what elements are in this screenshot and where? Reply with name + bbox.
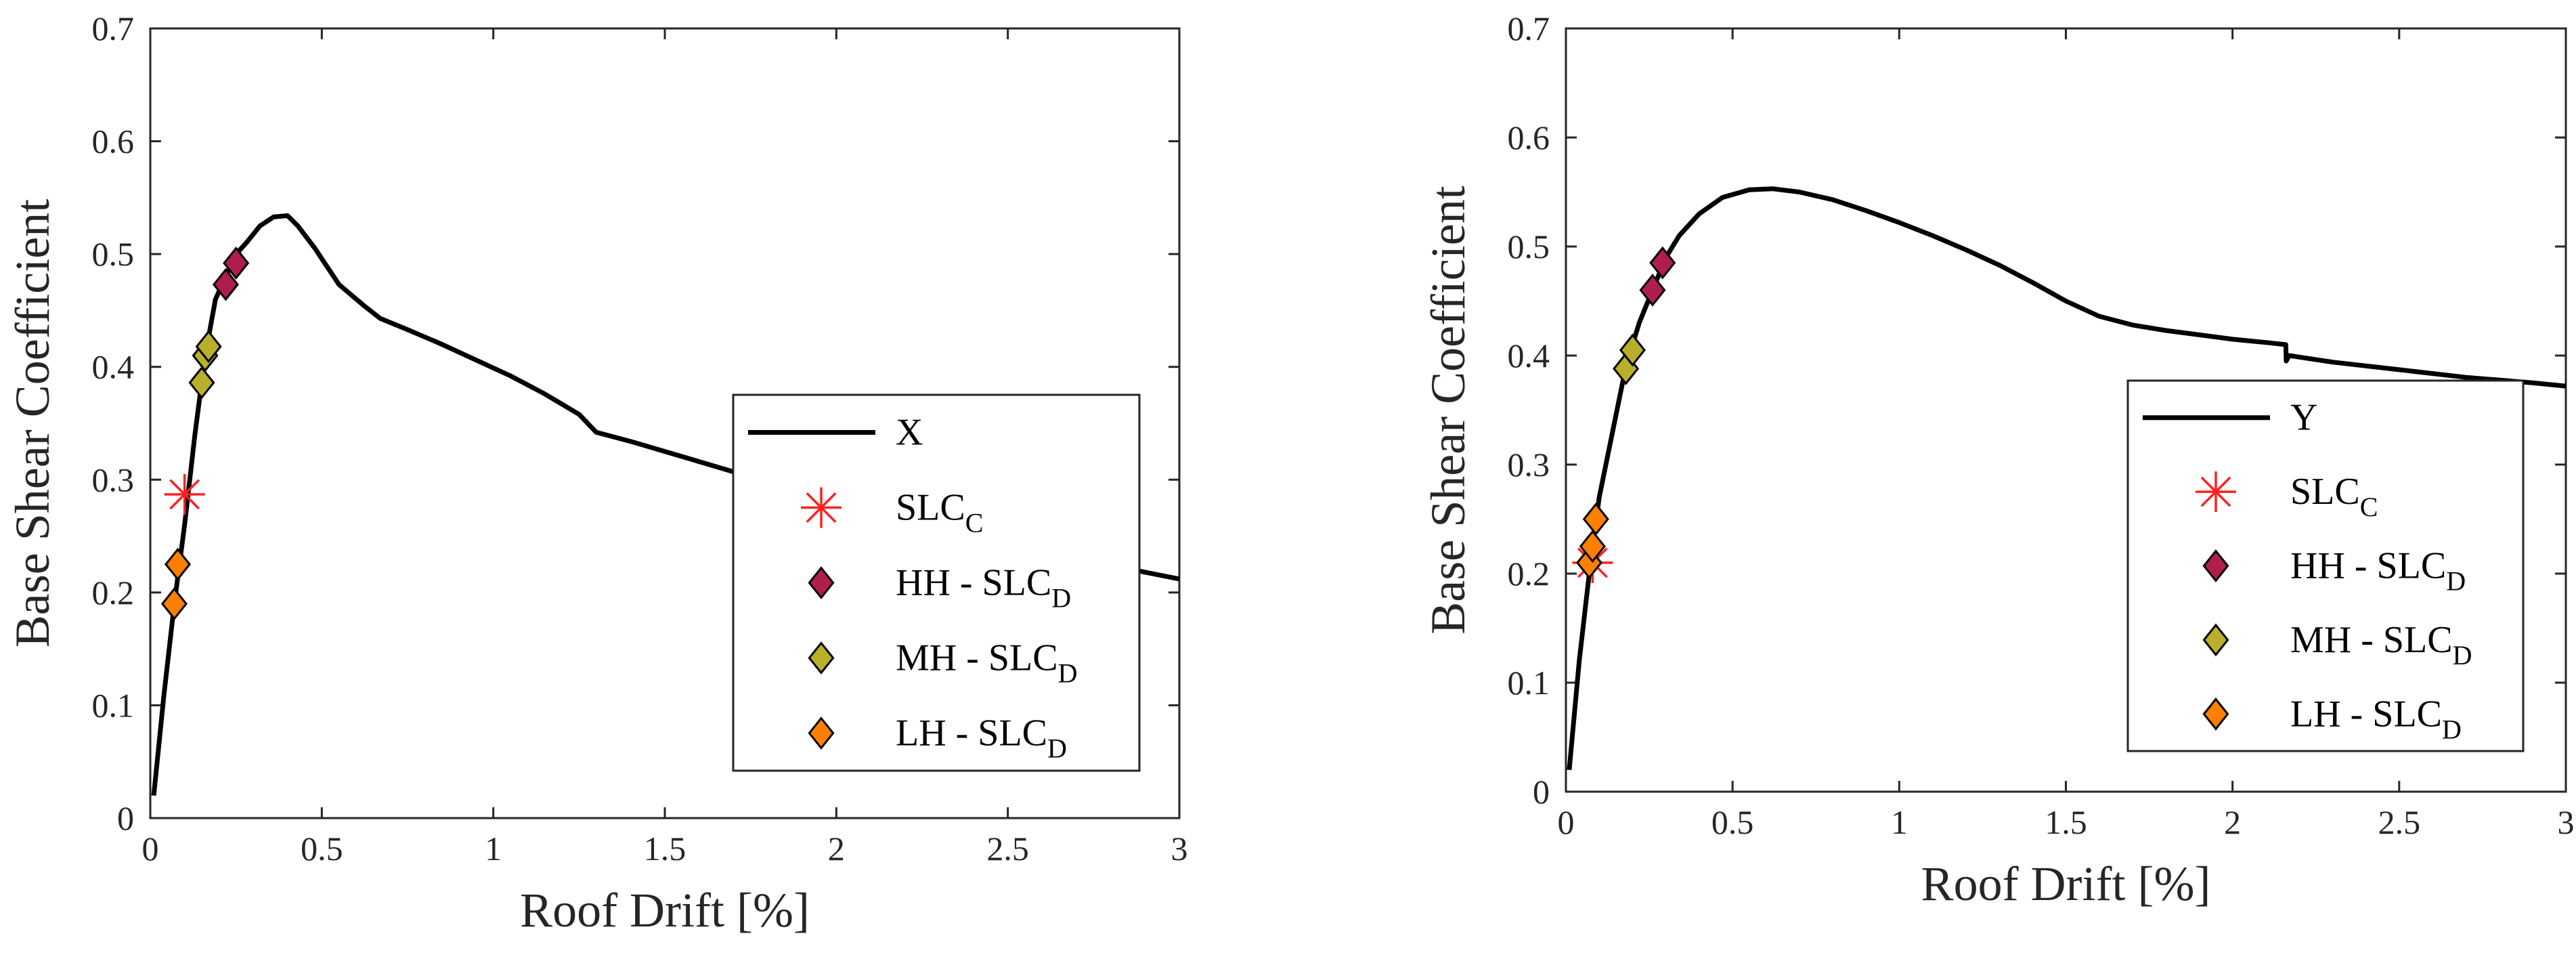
mh-marker (188, 366, 215, 400)
series-line-Y (1567, 186, 2566, 771)
y-axis-label: Base Shear Coefficient (1421, 186, 1475, 634)
legend-label-hh: HH - SLCD (896, 562, 1071, 614)
legend-slcc-swatch (801, 487, 842, 528)
y-tick-label: 0.6 (1508, 119, 1550, 156)
x-tick-label: 0 (1558, 803, 1575, 841)
legend-label-main: HH - SLC (896, 562, 1051, 604)
y-axis-label: Base Shear Coefficient (5, 199, 60, 647)
y-tick-label: 0.4 (1508, 337, 1550, 375)
legend-label-subscript: D (1047, 733, 1067, 764)
y-tick-label: 0.5 (1508, 228, 1550, 265)
y-tick-label: 0.7 (92, 9, 135, 47)
legend-label-subscript: C (2360, 492, 2378, 522)
legend-label-main: LH - SLC (2290, 693, 2442, 735)
legend-label-lh: LH - SLCD (896, 712, 1067, 764)
slcc-marker (164, 473, 205, 515)
y-tick-label: 0 (117, 799, 134, 837)
legend-slcc-swatch-stroke (2200, 476, 2231, 507)
y-tick-label: 0.6 (92, 123, 135, 161)
y-tick-label: 0 (1533, 773, 1550, 811)
data-layer (1567, 186, 2566, 771)
x-tick-label: 2 (828, 830, 845, 868)
chart-2: 0 0.5 1 1.5 2 2.5 3 0 0.1 0.2 0.3 0.4 0.5 0.6 0.7 Roof … (1421, 9, 2575, 911)
legend-label-main: LH - SLC (896, 712, 1047, 754)
slcc-marker-stroke (169, 479, 200, 510)
legend-label-subscript: D (1058, 658, 1078, 689)
legend-hh-swatch (2202, 549, 2229, 582)
mh-marker (1619, 333, 1646, 367)
x-tick-label: 1 (1891, 803, 1908, 841)
legend-label-curve: X (896, 412, 923, 454)
legend-lh-swatch (2202, 697, 2229, 731)
legend-label-main: SLC (2290, 471, 2360, 513)
hh-marker (223, 247, 250, 280)
x-tick-label: 3 (1171, 830, 1188, 868)
x-tick-label: 2.5 (986, 830, 1029, 868)
legend-lh-swatch (808, 717, 835, 750)
legend-mh-swatch (808, 641, 835, 675)
y-tick-label: 0.1 (92, 686, 135, 724)
y-tick-label: 0.7 (1508, 9, 1550, 47)
y-tick-label: 0.3 (1508, 446, 1550, 484)
legend-label-main: Y (2290, 397, 2317, 439)
lh-marker (165, 547, 192, 581)
legend-slcc-swatch-stroke (806, 492, 837, 523)
x-tick-label: 0.5 (301, 830, 343, 868)
x-tick-label: 0 (142, 830, 159, 868)
legend-label-mh: MH - SLCD (2290, 619, 2472, 670)
x-tick-label: 0.5 (1711, 803, 1754, 841)
legend-label-main: MH - SLC (2290, 619, 2453, 661)
legend-label-hh: HH - SLCD (2290, 545, 2466, 597)
x-axis-label: Roof Drift [%] (1921, 857, 2211, 911)
mh-marker (195, 330, 222, 364)
x-tick-label: 1.5 (644, 830, 686, 868)
legend-label-subscript: C (965, 508, 984, 538)
legend-label-subscript: D (1051, 583, 1071, 614)
lh-marker (160, 587, 188, 620)
y-tick-label: 0.3 (92, 461, 135, 498)
chart-1: 0 0.5 1 1.5 2 2.5 3 0 0.1 0.2 0.3 0.4 0.5 0.6 0.7 Roof … (5, 9, 1188, 937)
x-tick-label: 2 (2224, 803, 2241, 841)
legend-label-main: MH - SLC (896, 637, 1058, 679)
hh-marker (1639, 273, 1666, 307)
legend-box (2126, 379, 2525, 752)
lh-marker (1582, 503, 1609, 536)
y-tick-label: 0.1 (1508, 664, 1550, 702)
y-tick-label: 0.2 (92, 574, 135, 612)
y-tick-label: 0.4 (92, 348, 135, 386)
hh-marker (212, 268, 239, 301)
lh-marker (1579, 530, 1606, 563)
hh-marker (1649, 246, 1676, 280)
legend-label-lh: LH - SLCD (2290, 693, 2462, 744)
legend-label-main: HH - SLC (2290, 545, 2446, 587)
legend-hh-swatch (808, 566, 835, 599)
legend-label-slcc: SLCC (2290, 471, 2378, 522)
legend-label-curve: Y (2290, 397, 2317, 439)
x-tick-label: 1.5 (2045, 803, 2087, 841)
x-axis-label: Roof Drift [%] (520, 883, 810, 937)
legend-label-main: X (896, 412, 923, 454)
legend-slcc-swatch (2196, 471, 2236, 513)
legend-box (732, 393, 1141, 772)
legend-mh-swatch (2202, 623, 2229, 657)
legend-label-main: SLC (896, 487, 965, 529)
legend-label-slcc: SLCC (896, 487, 983, 538)
x-tick-label: 2.5 (2378, 803, 2421, 841)
y-tick-label: 0.2 (1508, 555, 1550, 593)
y-tick-label: 0.5 (92, 235, 135, 273)
legend-label-mh: MH - SLCD (896, 637, 1077, 689)
legend-label-subscript: D (2442, 714, 2462, 744)
x-tick-label: 3 (2558, 803, 2575, 841)
x-tick-label: 1 (485, 830, 502, 868)
legend-label-subscript: D (2453, 640, 2472, 670)
legend-label-subscript: D (2446, 566, 2466, 597)
